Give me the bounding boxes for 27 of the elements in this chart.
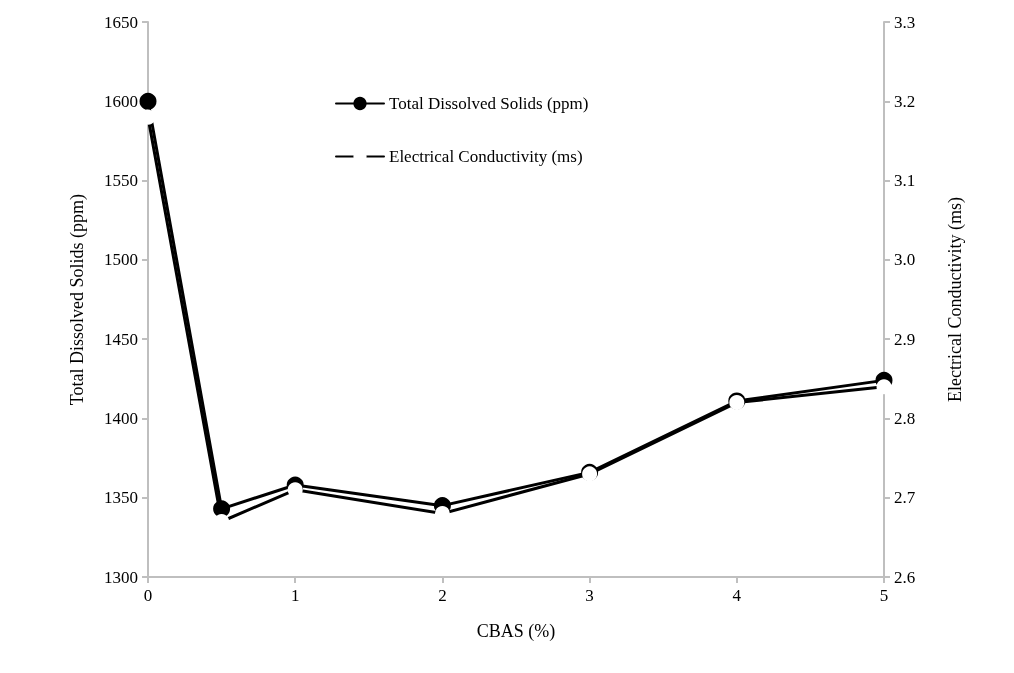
y2-tick-label: 3.3 <box>894 12 916 32</box>
y-tick-label: 1550 <box>104 171 138 191</box>
y-tick-label: 1350 <box>104 488 138 508</box>
y-axis-title: Total Dissolved Solids (ppm) <box>67 193 88 406</box>
y2-tick-label: 2.8 <box>894 408 916 428</box>
x-tick-label: 0 <box>143 586 153 605</box>
y-tick-label: 1300 <box>104 567 138 587</box>
x-tick-label: 2 <box>438 586 447 605</box>
legend-label: Electrical Conductivity (ms) <box>389 147 583 166</box>
y2-tick-label: 3.0 <box>894 250 916 270</box>
y2-tick-label: 2.9 <box>894 329 916 349</box>
x-tick-label: 3 <box>585 586 594 605</box>
y-tick-label: 1400 <box>104 408 138 428</box>
x-axis-title: CBAS (%) <box>476 621 556 642</box>
y2-tick-label: 2.6 <box>894 567 916 587</box>
y2-tick-label: 3.2 <box>894 91 916 111</box>
y-tick-label: 1600 <box>104 91 138 111</box>
y2-axis-title: Electrical Conductivity (ms) <box>945 197 966 402</box>
x-tick-label: 4 <box>732 586 742 605</box>
y2-tick-label: 2.7 <box>894 488 916 508</box>
y-tick-label: 1500 <box>104 250 138 270</box>
y2-tick-label: 3.1 <box>894 171 916 191</box>
x-tick-label: 1 <box>290 586 300 605</box>
legend-label: Total Dissolved Solids (ppm) <box>389 94 589 113</box>
x-tick-label: 5 <box>879 586 889 605</box>
y-tick-label: 1650 <box>104 12 138 32</box>
y-tick-label: 1450 <box>104 329 138 349</box>
